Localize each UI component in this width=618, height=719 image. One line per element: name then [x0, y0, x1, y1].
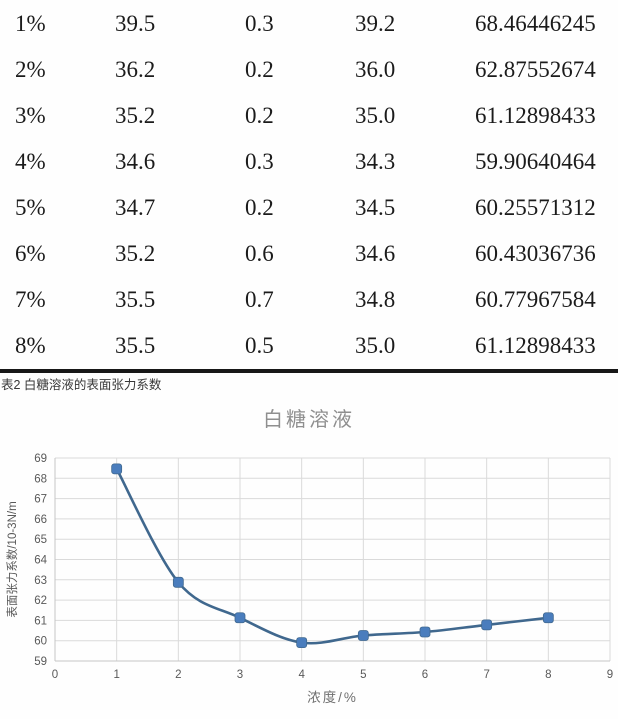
table-cell: 0.7 [245, 287, 274, 312]
x-tick-label: 2 [175, 669, 181, 681]
table-row: 5% 34.7 0.2 34.5 60.25571312 [0, 185, 618, 231]
table-cell: 0.6 [245, 241, 274, 266]
table-cell: 34.3 [355, 149, 396, 174]
table-cell: 36.2 [115, 57, 156, 82]
table-cell: 39.5 [115, 11, 156, 36]
table-cell: 7% [15, 287, 46, 312]
table-cell: 68.46446245 [475, 11, 596, 36]
table-row: 7% 35.5 0.7 34.8 60.77967584 [0, 277, 618, 323]
y-axis-title: 表面张力系数/10-3N/m [5, 501, 19, 617]
data-point-marker [296, 637, 308, 648]
series-line [115, 467, 550, 645]
y-tick-label: 66 [34, 514, 47, 526]
table-cell: 0.3 [245, 149, 274, 174]
x-tick-label: 5 [360, 669, 366, 681]
y-tick-label: 68 [34, 473, 47, 485]
table-caption: 表2 白糖溶液的表面张力系数 [1, 378, 162, 392]
table-cell: 0.3 [245, 11, 274, 36]
y-tick-label: 62 [34, 595, 47, 607]
data-point-marker [542, 612, 554, 624]
y-tick-label: 65 [34, 534, 47, 546]
table-cell: 39.2 [355, 11, 396, 36]
data-point-marker [481, 619, 493, 631]
table-cell: 34.5 [355, 195, 396, 220]
table-cell: 61.12898433 [475, 333, 596, 358]
x-tick-label: 9 [607, 669, 613, 681]
table-cell: 1% [15, 11, 46, 36]
chart-title: 白糖溶液 [263, 409, 355, 431]
data-point-marker [419, 626, 431, 638]
table-cell: 34.6 [115, 149, 156, 174]
table-cell: 60.43036736 [475, 241, 596, 266]
x-tick-label: 4 [298, 669, 305, 681]
x-axis-title: 浓度/% [307, 690, 358, 705]
table-cell: 8% [15, 333, 46, 358]
table-cell: 34.8 [355, 287, 396, 312]
table-cell: 60.25571312 [475, 195, 596, 220]
table-cell: 35.5 [115, 333, 156, 358]
table-row: 3% 35.2 0.2 35.0 61.12898433 [0, 93, 618, 139]
y-tick-label: 61 [34, 615, 47, 627]
y-tick-label: 69 [34, 453, 47, 465]
table-cell: 0.2 [245, 103, 274, 128]
x-tick-label: 8 [545, 669, 551, 681]
y-tick-label: 67 [34, 494, 47, 506]
table-cell: 4% [15, 149, 46, 174]
table-cell: 60.77967584 [475, 287, 596, 312]
table-cell: 3% [15, 103, 46, 128]
table-cell: 5% [15, 195, 46, 220]
table-cell: 0.5 [245, 333, 274, 358]
y-tick-label: 59 [34, 656, 47, 668]
table-cell: 62.87552674 [475, 57, 596, 82]
table-cell: 34.6 [355, 241, 396, 266]
table-cell: 35.0 [355, 103, 396, 128]
table-cell: 59.90640464 [475, 149, 596, 174]
y-tick-label: 64 [34, 555, 47, 567]
data-point-marker [357, 630, 369, 641]
table-row: 2% 36.2 0.2 36.0 62.87552674 [0, 47, 618, 93]
x-tick-label: 6 [422, 669, 428, 681]
x-tick-label: 0 [52, 669, 58, 681]
y-tick-label: 63 [34, 575, 47, 587]
y-tick-label: 60 [34, 636, 47, 648]
table-cell: 35.2 [115, 103, 156, 128]
table-row: 4% 34.6 0.3 34.3 59.90640464 [0, 139, 618, 185]
data-point-marker [234, 612, 246, 624]
data-point-marker [111, 463, 123, 475]
table-cell: 34.7 [115, 195, 156, 220]
table-cell: 35.2 [115, 241, 156, 266]
table-cell: 0.2 [245, 195, 274, 220]
x-tick-label: 7 [483, 669, 489, 681]
data-table: 1% 39.5 0.3 39.2 68.46446245 2% 36.2 0.2 36.0 62.… [0, 1, 618, 373]
table-cell: 2% [15, 57, 46, 82]
table-cell: 61.12898433 [475, 103, 596, 128]
table-cell: 36.0 [355, 57, 396, 82]
table-cell: 35.5 [115, 287, 156, 312]
data-point-marker [172, 576, 184, 588]
table-row: 1% 39.5 0.3 39.2 68.46446245 [0, 1, 618, 47]
table-cell: 6% [15, 241, 46, 266]
table-cell: 35.0 [355, 333, 396, 358]
table-cell: 0.2 [245, 57, 274, 82]
x-tick-label: 1 [113, 669, 119, 681]
table-row: 8% 35.5 0.5 35.0 61.12898433 [0, 323, 618, 369]
x-tick-label: 3 [237, 669, 243, 681]
table-row: 6% 35.2 0.6 34.6 60.43036736 [0, 231, 618, 277]
